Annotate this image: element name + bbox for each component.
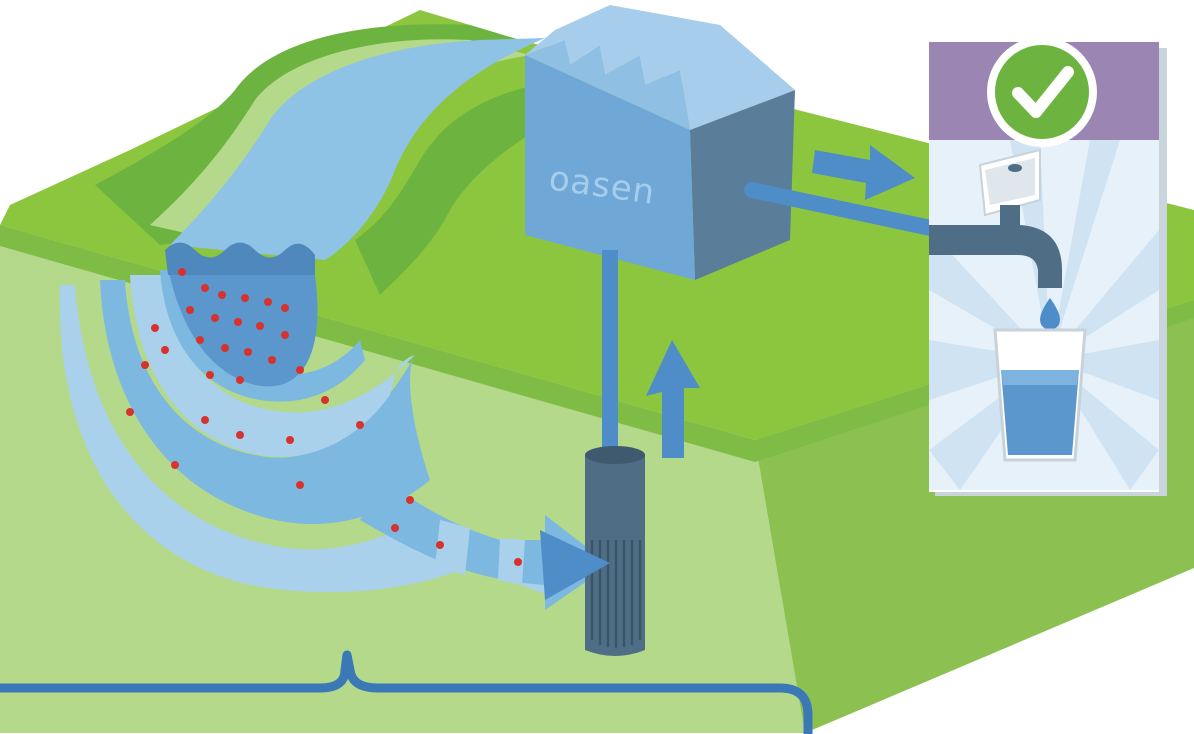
- water-drop-icon: [1040, 298, 1060, 330]
- river-water-surface: [170, 38, 545, 260]
- plant-roof: [525, 5, 795, 130]
- river-bank-right: [355, 80, 600, 295]
- plant-side: [690, 90, 795, 280]
- well-riser-pipe: [602, 250, 618, 455]
- arrow-up-icon: [646, 340, 700, 458]
- arrow-into-well-icon: [540, 530, 610, 600]
- check-icon: [1012, 66, 1074, 118]
- plant-front: [525, 55, 695, 280]
- arrow-right-icon: [812, 145, 915, 200]
- glass-icon: [993, 328, 1087, 462]
- contaminants: [126, 268, 618, 566]
- bracket: [0, 650, 813, 734]
- groundwater-flow: [59, 270, 610, 610]
- tap-icon: [929, 148, 1062, 288]
- clean-water-panel: [929, 37, 1167, 496]
- river: [95, 24, 600, 295]
- well-screen: [590, 540, 642, 648]
- treatment-plant: oasen: [525, 5, 795, 280]
- river-cross-section: [165, 242, 318, 387]
- ground-top-edge: [0, 225, 1194, 462]
- supply-pipe: [744, 182, 948, 238]
